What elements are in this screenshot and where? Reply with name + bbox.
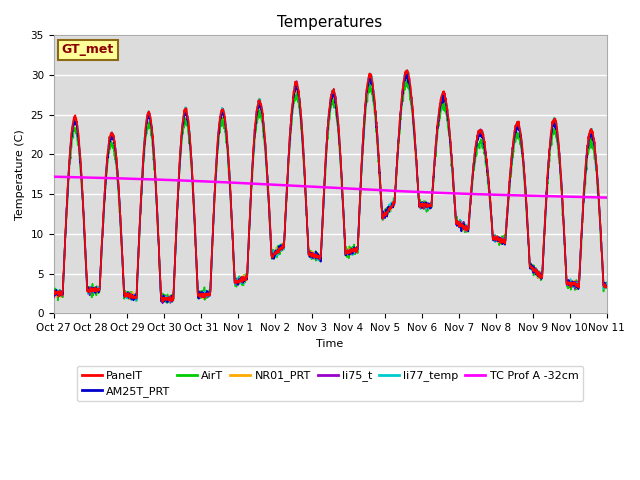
AirT [554,143,562,148]
li77_temp [204,293,212,299]
li75_t [570,282,577,288]
AM25T_PRT [403,70,410,76]
PanelT [603,284,611,290]
TC Prof A -32cm [491,192,499,198]
AM25T_PRT [570,283,577,289]
PanelT [358,152,366,157]
PanelT [50,288,58,294]
AirT [50,289,58,295]
TC Prof A -32cm [50,174,58,180]
NR01_PRT [346,251,354,256]
AM25T_PRT [554,141,562,146]
Legend: PanelT, AM25T_PRT, AirT, NR01_PRT, li75_t, li77_temp, TC Prof A -32cm: PanelT, AM25T_PRT, AirT, NR01_PRT, li75_… [77,366,583,401]
li75_t [346,250,354,256]
Line: TC Prof A -32cm: TC Prof A -32cm [54,177,607,198]
li77_temp [50,293,58,299]
Text: GT_met: GT_met [62,43,114,56]
AirT [403,75,411,81]
Line: li77_temp: li77_temp [54,71,607,302]
AM25T_PRT [358,154,366,159]
NR01_PRT [50,291,58,297]
AM25T_PRT [346,248,354,253]
AM25T_PRT [492,238,499,244]
AirT [492,232,499,238]
NR01_PRT [554,138,562,144]
PanelT [554,135,562,141]
li75_t [166,300,174,306]
AirT [204,290,212,296]
AirT [603,280,611,286]
AM25T_PRT [163,300,171,305]
Title: Temperatures: Temperatures [278,15,383,30]
Line: PanelT: PanelT [54,70,607,302]
AirT [358,159,366,165]
TC Prof A -32cm [554,193,561,199]
Line: AM25T_PRT: AM25T_PRT [54,73,607,302]
li75_t [403,68,411,73]
li77_temp [166,300,174,305]
li75_t [358,153,366,158]
PanelT [204,290,212,296]
li77_temp [554,139,562,144]
Line: NR01_PRT: NR01_PRT [54,73,607,301]
TC Prof A -32cm [346,186,354,192]
li77_temp [603,282,611,288]
TC Prof A -32cm [603,195,611,201]
PanelT [492,237,499,242]
li77_temp [570,285,577,290]
TC Prof A -32cm [569,194,577,200]
NR01_PRT [570,283,577,288]
NR01_PRT [204,290,212,296]
li75_t [603,283,611,289]
li77_temp [358,148,366,154]
AirT [346,250,354,255]
AirT [570,284,577,289]
PanelT [570,280,577,286]
NR01_PRT [492,236,499,242]
TC Prof A -32cm [358,186,366,192]
AM25T_PRT [603,283,611,288]
PanelT [346,247,354,252]
AM25T_PRT [204,289,212,295]
NR01_PRT [358,150,366,156]
PanelT [159,299,167,305]
li77_temp [403,68,411,73]
li75_t [204,294,212,300]
NR01_PRT [167,299,175,304]
Line: li75_t: li75_t [54,71,607,303]
Line: AirT: AirT [54,78,607,303]
AirT [163,300,171,306]
li75_t [554,137,562,143]
TC Prof A -32cm [204,179,212,184]
Y-axis label: Temperature (C): Temperature (C) [15,129,25,220]
li75_t [492,235,499,240]
PanelT [403,67,411,73]
X-axis label: Time: Time [316,338,344,348]
NR01_PRT [603,282,611,288]
AM25T_PRT [50,292,58,298]
li77_temp [346,248,354,254]
li77_temp [492,239,499,245]
NR01_PRT [403,70,411,76]
li75_t [50,292,58,298]
